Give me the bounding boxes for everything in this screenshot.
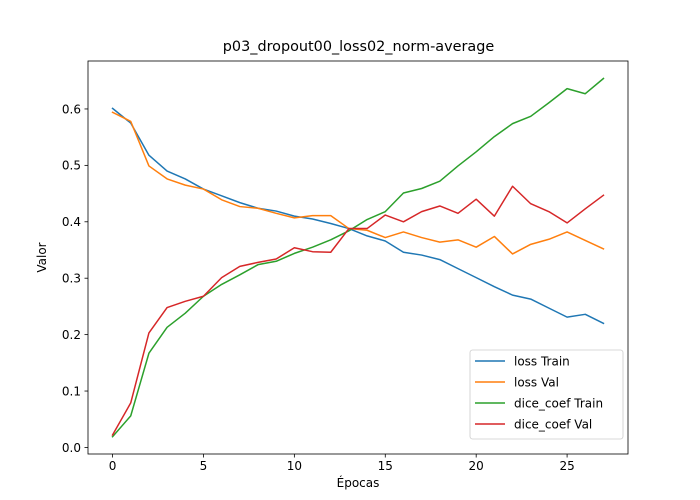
series-2: [111, 77, 605, 438]
y-tick-label: 0.6: [62, 102, 81, 116]
legend-label: dice_coef Val: [514, 417, 592, 431]
y-tick-label: 0.3: [62, 272, 81, 286]
y-tick-label: 0.1: [62, 384, 81, 398]
series-lines: [111, 77, 605, 438]
y-tick-label: 0.2: [62, 328, 81, 342]
legend-item: dice_coef Train: [475, 396, 603, 410]
series-line: [111, 185, 605, 437]
legend: loss Train loss Val dice_coef Train dice_co…: [469, 349, 624, 440]
y-tick-label: 0.4: [62, 215, 81, 229]
y-tick-label: 0.5: [62, 159, 81, 173]
axes-frame: [87, 60, 629, 455]
legend-item: loss Val: [475, 375, 559, 389]
x-tick-label: 20: [469, 459, 484, 473]
x-tick-label: 0: [109, 459, 117, 473]
series-line: [111, 111, 605, 255]
legend-label: loss Train: [514, 354, 570, 368]
chart-title: p03_dropout00_loss02_norm-average: [223, 39, 495, 55]
x-tick-label: 5: [200, 459, 208, 473]
series-line: [111, 107, 605, 325]
legend-label: dice_coef Train: [514, 396, 603, 410]
legend-box: [469, 349, 624, 440]
y-tick-label: 0.0: [62, 441, 81, 455]
legend-item: loss Train: [475, 354, 570, 368]
series-1: [111, 111, 605, 255]
x-tick-label: 10: [287, 459, 302, 473]
legend-item: dice_coef Val: [475, 417, 592, 431]
x-tick-label: 15: [378, 459, 393, 473]
y-axis-ticks: 0.0 0.1 0.2 0.3 0.4 0.5 0.6: [62, 102, 88, 455]
series-0: [111, 107, 605, 325]
x-axis-ticks: 0 5 10 15 20 25: [109, 454, 575, 473]
x-axis-label: Épocas: [337, 475, 380, 490]
series-3: [111, 185, 605, 437]
y-axis-label: Valor: [35, 242, 49, 272]
x-tick-label: 25: [559, 459, 574, 473]
legend-label: loss Val: [514, 375, 559, 389]
series-line: [111, 77, 605, 438]
